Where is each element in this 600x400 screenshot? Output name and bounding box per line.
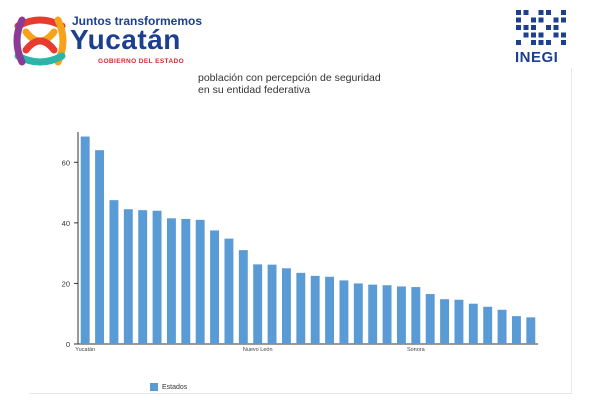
bar (483, 306, 493, 344)
inegi-dot (561, 10, 566, 15)
legend-swatch (150, 383, 158, 391)
inegi-dot (516, 10, 521, 15)
chart-title-line-1: población con percepción de seguridad (198, 72, 381, 84)
yucatan-emblem-icon (13, 16, 67, 66)
bar (440, 299, 450, 344)
bar (253, 264, 263, 344)
inegi-dot (538, 10, 544, 15)
legend: Estados (150, 383, 187, 391)
inegi-dot (523, 25, 529, 30)
bar (511, 316, 521, 344)
inegi-dot (531, 32, 536, 38)
inegi-dot (561, 17, 566, 23)
bar (195, 219, 205, 344)
bar (454, 299, 464, 344)
inegi-logo (512, 8, 572, 72)
chart-title-line-2: en su entidad federativa (198, 84, 311, 96)
bar (396, 286, 406, 344)
bar (123, 209, 133, 344)
bar (411, 287, 421, 344)
inegi-dot (538, 17, 544, 23)
bar (267, 264, 277, 344)
yucatan-subtitle: GOBIERNO DEL ESTADO (98, 58, 185, 65)
bar (138, 210, 148, 344)
bar (353, 283, 363, 344)
yucatan-tagline: Juntos transformemos (72, 14, 203, 28)
bar (80, 136, 90, 344)
bar (95, 150, 105, 344)
bar (109, 200, 119, 344)
inegi-dot (546, 40, 551, 45)
inegi-dot (546, 10, 551, 15)
y-tick-label: 20 (62, 279, 70, 288)
bar (238, 250, 248, 344)
bar (181, 218, 191, 344)
inegi-dot (516, 40, 521, 45)
y-tick-label: 60 (62, 158, 70, 167)
emblem-stroke (13, 16, 26, 66)
legend-label: Estados (162, 383, 188, 391)
inegi-dot (538, 32, 544, 38)
bar (382, 285, 392, 344)
bar (281, 268, 291, 344)
inegi-dot (546, 25, 551, 30)
inegi-dot (516, 25, 521, 30)
chart-title: población con percepción de seguridad en… (198, 72, 458, 96)
bar (224, 238, 234, 344)
bar (526, 317, 536, 344)
y-tick-label: 0 (66, 340, 70, 349)
inegi-dot (553, 17, 559, 23)
bar (166, 218, 176, 344)
inegi-dot (531, 25, 536, 30)
inegi-dot (531, 17, 536, 23)
inegi-dot (523, 32, 529, 38)
inegi-name: INEGI (515, 49, 559, 66)
x-tick-label: Yucatán (75, 347, 95, 353)
yucatan-logo (8, 10, 208, 72)
x-tick-label: Nuevo León (243, 347, 273, 353)
bar (296, 272, 306, 344)
bar (425, 294, 435, 344)
inegi-dot (553, 25, 559, 30)
inegi-dot (561, 32, 566, 38)
x-tick-label: Sonora (407, 347, 426, 353)
inegi-dot (561, 40, 566, 45)
bar (468, 303, 478, 344)
inegi-dot (531, 40, 536, 45)
y-tick-label: 40 (62, 219, 70, 228)
bar (339, 280, 349, 344)
emblem-stroke (22, 37, 58, 54)
inegi-dots-icon (516, 10, 566, 45)
inegi-dot (553, 32, 559, 38)
bar (497, 309, 507, 344)
header: Juntos transformemos Yucatán GOBIERNO DE… (0, 0, 600, 75)
yucatan-name: Yucatán (70, 24, 181, 55)
bar (310, 275, 320, 344)
inegi-dot (523, 10, 529, 15)
bar (368, 284, 378, 344)
chart-panel (30, 68, 572, 394)
bar (210, 230, 220, 344)
bar (325, 276, 335, 344)
inegi-dot (516, 17, 521, 23)
bar (152, 210, 162, 344)
inegi-dot (538, 40, 544, 45)
